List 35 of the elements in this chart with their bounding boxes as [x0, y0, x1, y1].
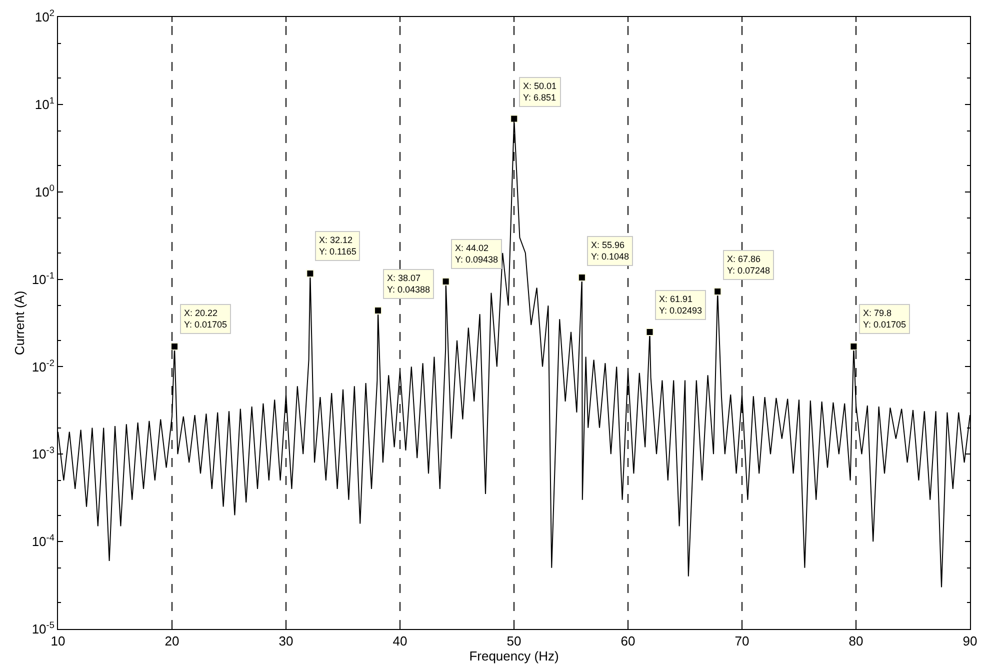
y-tick-label: 10$^{-1}$	[32, 270, 54, 287]
point	[306, 269, 314, 278]
point	[850, 342, 858, 350]
x-tick-label: 60	[620, 634, 636, 649]
x-tick-label: 70	[734, 634, 750, 649]
x-tick-label: 50	[506, 634, 522, 649]
x-tick-label: 30	[278, 634, 294, 649]
y-tick-label: 10$^{0}$	[34, 182, 54, 200]
point	[646, 328, 654, 336]
point	[578, 274, 586, 282]
point	[374, 306, 382, 315]
y-tick-label: 10$^{-3}$	[32, 445, 54, 462]
annotation: X: 61.91 Y: 0.02493	[659, 294, 702, 316]
x-tick-label: 80	[848, 634, 864, 649]
y-tick-label: 10$^{1}$	[34, 96, 54, 112]
annotation: X: 44.02 Y: 0.09438	[455, 243, 498, 265]
point	[442, 277, 450, 286]
annotation: X: 50.01 Y: 6.851	[523, 81, 557, 103]
annotation: X: 38.07 Y: 0.04388	[387, 273, 430, 295]
y-axis-title: Current (A)	[12, 290, 27, 356]
annotation: X: 67.86 Y: 0.07248	[727, 254, 770, 276]
point	[714, 288, 722, 296]
annotation: X: 20.22 Y: 0.01705	[184, 308, 228, 330]
point	[510, 114, 518, 123]
point	[170, 342, 179, 350]
annotation: X: 79.8 Y: 0.01705	[863, 308, 906, 330]
x-axis-title: Frequency (Hz)	[469, 648, 559, 664]
y-tick-label: 10$^{2}$	[34, 8, 54, 25]
x-tick-label: 40	[392, 634, 408, 649]
x-tick-label: 20	[164, 634, 180, 649]
y-tick-label: 10$^{-2}$	[32, 358, 54, 374]
annotation: X: 55.96 Y: 0.1048	[591, 240, 630, 262]
y-tick-label: 10$^{-4}$	[32, 532, 54, 550]
annotation: X: 32.12 Y: 0.1165	[319, 235, 356, 257]
x-tick-label: 90	[962, 634, 978, 649]
